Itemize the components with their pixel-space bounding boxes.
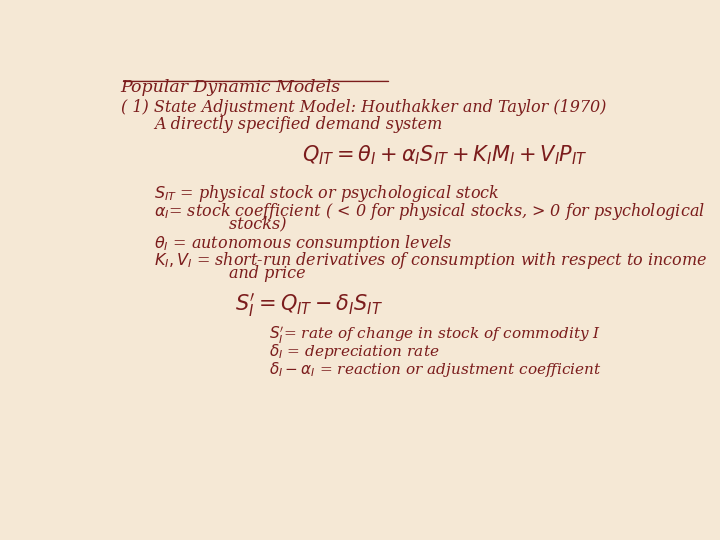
Text: stocks): stocks): [188, 215, 286, 232]
Text: $S_I^{\prime} = Q_{IT} - \delta_I S_{IT}$: $S_I^{\prime} = Q_{IT} - \delta_I S_{IT}…: [235, 292, 383, 320]
Text: $K_I, V_I$ = short-run derivatives of consumption with respect to income: $K_I, V_I$ = short-run derivatives of co…: [154, 250, 708, 271]
Text: $S_{IT}$ = physical stock or psychological stock: $S_{IT}$ = physical stock or psychologic…: [154, 183, 500, 204]
Text: ( 1) State Adjustment Model: Houthakker and Taylor (1970): ( 1) State Adjustment Model: Houthakker …: [121, 99, 606, 116]
Text: $S_I^{\prime}$= rate of change in stock of commodity I: $S_I^{\prime}$= rate of change in stock …: [269, 325, 600, 346]
Text: $\delta_I$ = depreciation rate: $\delta_I$ = depreciation rate: [269, 342, 439, 361]
Text: A directly specified demand system: A directly specified demand system: [154, 116, 442, 133]
Text: $\alpha_I$= stock coefficient ( < 0 for physical stocks, > 0 for psychological: $\alpha_I$= stock coefficient ( < 0 for …: [154, 201, 705, 222]
Text: $\theta_I$ = autonomous consumption levels: $\theta_I$ = autonomous consumption leve…: [154, 233, 453, 254]
Text: and price: and price: [188, 265, 305, 282]
Text: Popular Dynamic Models: Popular Dynamic Models: [121, 79, 341, 96]
Text: $\delta_I - \alpha_I$ = reaction or adjustment coefficient: $\delta_I - \alpha_I$ = reaction or adju…: [269, 360, 601, 379]
Text: $Q_{IT} = \theta_I + \alpha_I S_{IT} + K_I M_I + V_I P_{IT}$: $Q_{IT} = \theta_I + \alpha_I S_{IT} + K…: [302, 144, 588, 167]
